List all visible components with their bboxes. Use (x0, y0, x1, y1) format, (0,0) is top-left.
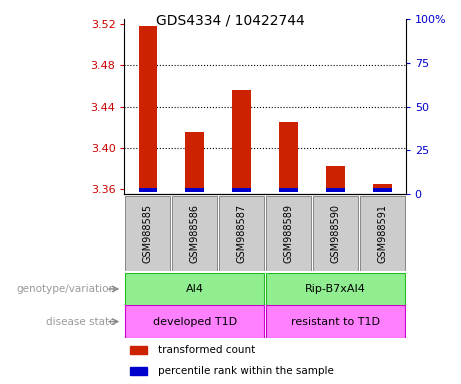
Text: AI4: AI4 (186, 284, 204, 294)
Bar (266, 305, 405, 338)
Bar (266, 273, 405, 305)
Bar (279, 188, 298, 192)
Bar (185, 188, 204, 192)
Bar (232, 90, 251, 192)
Bar (185, 132, 204, 192)
Bar (279, 122, 298, 192)
Bar (326, 188, 345, 192)
Text: GDS4334 / 10422744: GDS4334 / 10422744 (156, 13, 305, 27)
Bar (266, 196, 311, 271)
Bar (313, 196, 358, 271)
Text: GSM988587: GSM988587 (236, 204, 247, 263)
Bar (373, 188, 392, 192)
Bar (130, 346, 147, 354)
Bar (219, 196, 264, 271)
Bar (360, 196, 405, 271)
Bar (326, 166, 345, 192)
Bar (172, 196, 217, 271)
Bar (138, 26, 157, 192)
Text: percentile rank within the sample: percentile rank within the sample (158, 366, 334, 376)
Bar (138, 188, 157, 192)
Text: developed T1D: developed T1D (153, 316, 237, 327)
Text: GSM988591: GSM988591 (377, 204, 387, 263)
Bar (232, 188, 251, 192)
Bar (125, 196, 171, 271)
Text: Rip-B7xAI4: Rip-B7xAI4 (305, 284, 366, 294)
Bar (130, 367, 147, 375)
Text: disease state: disease state (46, 316, 115, 327)
Text: resistant to T1D: resistant to T1D (291, 316, 380, 327)
Text: genotype/variation: genotype/variation (16, 284, 115, 294)
Bar (373, 184, 392, 192)
Text: GSM988590: GSM988590 (331, 204, 340, 263)
Text: GSM988585: GSM988585 (143, 204, 153, 263)
Bar (125, 273, 264, 305)
Bar (125, 305, 264, 338)
Text: GSM988589: GSM988589 (284, 204, 294, 263)
Text: GSM988586: GSM988586 (190, 204, 200, 263)
Text: transformed count: transformed count (158, 345, 255, 355)
